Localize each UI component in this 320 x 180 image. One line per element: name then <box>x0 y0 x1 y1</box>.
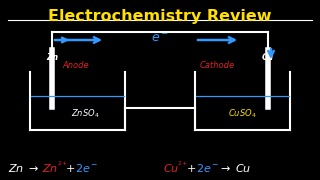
Text: $2e^-$: $2e^-$ <box>75 162 99 174</box>
Text: $Cu$: $Cu$ <box>163 162 179 174</box>
Text: Zn: Zn <box>46 53 58 62</box>
Text: Anode: Anode <box>62 61 89 70</box>
Text: $e^-$: $e^-$ <box>151 33 169 46</box>
Text: $\rightarrow$: $\rightarrow$ <box>26 163 39 173</box>
Text: Electrochemistry Review: Electrochemistry Review <box>48 9 272 24</box>
Text: $Zn$: $Zn$ <box>42 162 58 174</box>
Text: $2e^-$: $2e^-$ <box>196 162 220 174</box>
Text: $\rightarrow$: $\rightarrow$ <box>218 163 231 173</box>
Text: Cathode: Cathode <box>200 61 235 70</box>
Text: $CuSO_4$: $CuSO_4$ <box>228 107 257 120</box>
Text: $Zn$: $Zn$ <box>8 162 24 174</box>
Text: $+$: $+$ <box>186 163 196 174</box>
Text: $^{2+}$: $^{2+}$ <box>57 161 68 170</box>
Text: $Cu$: $Cu$ <box>235 162 251 174</box>
Text: $ZnSO_4$: $ZnSO_4$ <box>71 107 100 120</box>
Text: $+$: $+$ <box>65 163 75 174</box>
Text: $^{2+}$: $^{2+}$ <box>177 161 188 170</box>
Text: Cu: Cu <box>262 53 274 62</box>
